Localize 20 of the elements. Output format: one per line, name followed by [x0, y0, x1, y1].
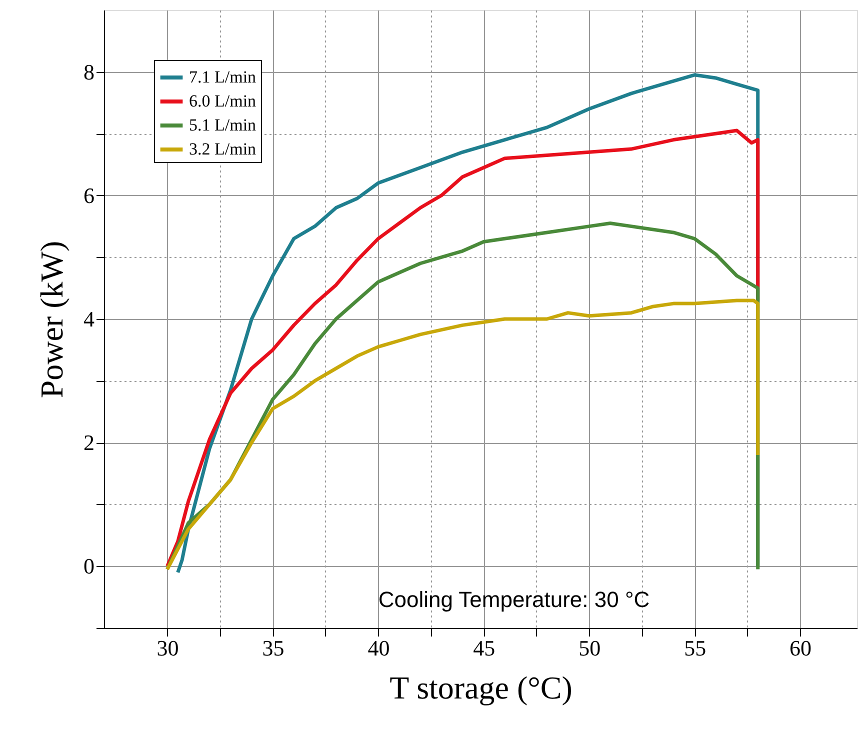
x-tick-label: 50	[578, 636, 601, 660]
legend-label: 6.0 L/min	[189, 92, 257, 110]
legend-label: 5.1 L/min	[189, 116, 257, 134]
legend-label: 3.2 L/min	[189, 140, 257, 158]
y-axis-title: Power (kW)	[34, 240, 70, 398]
y-tick-label: 8	[84, 59, 94, 84]
y-tick-label: 4	[84, 306, 94, 332]
line-series	[166, 298, 760, 572]
x-tick-label: 35	[262, 636, 284, 660]
x-tick-label: 60	[790, 636, 812, 660]
y-tick-label: 6	[84, 182, 94, 208]
y-tick-label: 2	[84, 430, 94, 456]
legend-label: 7.1 L/min	[189, 68, 257, 86]
x-axis-title: T storage (°C)	[390, 670, 572, 706]
annotation: Cooling Temperature: 30 °C	[378, 587, 650, 612]
x-tick-label: 40	[368, 636, 390, 660]
y-tick-label: 0	[84, 554, 94, 579]
x-tick-label: 30	[156, 636, 179, 660]
x-tick-label: 55	[684, 636, 706, 660]
x-tick-label: 45	[473, 636, 496, 660]
